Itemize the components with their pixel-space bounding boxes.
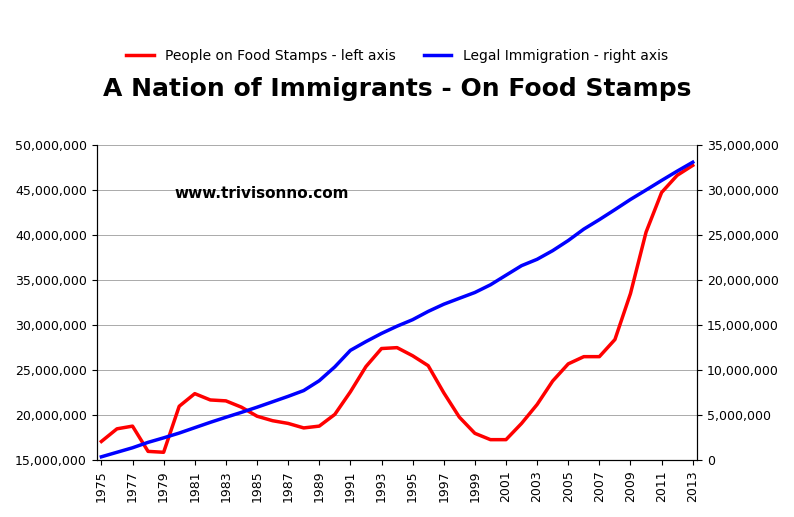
People on Food Stamps - left axis (299, 425, 308, 431)
People on Food Stamps - left axis (408, 353, 418, 359)
People on Food Stamps - left axis (143, 448, 152, 454)
People on Food Stamps - left axis (97, 438, 106, 445)
Legal Immigration - right axis (392, 323, 402, 329)
Legal Immigration - right axis (314, 377, 324, 384)
People on Food Stamps - left axis (268, 418, 277, 424)
People on Food Stamps - left axis (423, 362, 433, 369)
Legal Immigration - right axis (330, 364, 340, 370)
Legal Immigration - right axis (486, 282, 495, 288)
People on Food Stamps - left axis (548, 378, 557, 384)
People on Food Stamps - left axis (470, 430, 480, 436)
People on Food Stamps - left axis (112, 425, 121, 432)
People on Food Stamps - left axis (392, 344, 402, 351)
People on Food Stamps - left axis (610, 337, 619, 343)
People on Food Stamps - left axis (595, 354, 604, 360)
Legal Immigration - right axis (439, 301, 449, 307)
Legal Immigration - right axis (190, 424, 199, 431)
Legal Immigration - right axis (221, 414, 230, 420)
People on Food Stamps - left axis (221, 398, 230, 404)
Legal Immigration - right axis (112, 449, 121, 455)
People on Food Stamps - left axis (564, 361, 573, 367)
People on Food Stamps - left axis (376, 345, 386, 352)
Legal Immigration - right axis (657, 177, 666, 184)
People on Food Stamps - left axis (501, 436, 511, 443)
People on Food Stamps - left axis (688, 162, 697, 169)
Legal Immigration - right axis (252, 404, 262, 410)
Legal Immigration - right axis (299, 387, 308, 393)
Legal Immigration - right axis (642, 187, 651, 193)
Legal Immigration - right axis (206, 419, 215, 425)
People on Food Stamps - left axis (673, 172, 682, 178)
Legal Immigration - right axis (175, 430, 184, 436)
Line: People on Food Stamps - left axis: People on Food Stamps - left axis (102, 165, 692, 452)
People on Food Stamps - left axis (206, 397, 215, 403)
People on Food Stamps - left axis (626, 291, 635, 297)
Legal Immigration - right axis (470, 290, 480, 296)
Legal Immigration - right axis (268, 399, 277, 405)
People on Food Stamps - left axis (486, 436, 495, 443)
Legal Immigration - right axis (501, 272, 511, 278)
Legal Immigration - right axis (423, 308, 433, 314)
Legal Immigration - right axis (345, 347, 355, 354)
Legal Immigration - right axis (626, 196, 635, 203)
Legal Immigration - right axis (361, 339, 371, 345)
People on Food Stamps - left axis (237, 404, 246, 410)
People on Food Stamps - left axis (190, 390, 199, 397)
Legal Immigration - right axis (408, 316, 418, 323)
Legal Immigration - right axis (376, 330, 386, 337)
Text: www.trivisonno.com: www.trivisonno.com (175, 186, 349, 201)
People on Food Stamps - left axis (657, 189, 666, 195)
Legal Immigration - right axis (595, 217, 604, 223)
Legal Immigration - right axis (517, 263, 526, 269)
People on Food Stamps - left axis (314, 423, 324, 429)
Legal Immigration - right axis (673, 168, 682, 174)
People on Food Stamps - left axis (642, 229, 651, 235)
People on Food Stamps - left axis (454, 414, 464, 420)
People on Food Stamps - left axis (532, 401, 542, 407)
People on Food Stamps - left axis (128, 423, 137, 429)
Legal Immigration - right axis (579, 226, 588, 232)
Legal Immigration - right axis (237, 409, 246, 416)
Legal Immigration - right axis (532, 256, 542, 263)
People on Food Stamps - left axis (345, 389, 355, 395)
Legal Immigration - right axis (159, 435, 168, 441)
People on Food Stamps - left axis (283, 420, 293, 427)
Legal Immigration - right axis (97, 454, 106, 460)
People on Food Stamps - left axis (579, 354, 588, 360)
Legal Immigration - right axis (128, 445, 137, 451)
People on Food Stamps - left axis (175, 403, 184, 409)
People on Food Stamps - left axis (361, 363, 371, 370)
People on Food Stamps - left axis (517, 420, 526, 427)
People on Food Stamps - left axis (330, 412, 340, 418)
Legal Immigration - right axis (143, 439, 152, 446)
Legal Immigration - right axis (688, 159, 697, 165)
Legal Immigration - right axis (283, 393, 293, 400)
Legal Immigration - right axis (564, 237, 573, 244)
Legal Immigration - right axis (454, 295, 464, 301)
Line: Legal Immigration - right axis: Legal Immigration - right axis (102, 162, 692, 457)
People on Food Stamps - left axis (159, 449, 168, 455)
People on Food Stamps - left axis (252, 413, 262, 419)
Legal Immigration - right axis (548, 248, 557, 254)
Legal Immigration - right axis (610, 206, 619, 212)
Title: A Nation of Immigrants - On Food Stamps: A Nation of Immigrants - On Food Stamps (103, 77, 692, 101)
People on Food Stamps - left axis (439, 390, 449, 396)
Legend: People on Food Stamps - left axis, Legal Immigration - right axis: People on Food Stamps - left axis, Legal… (121, 43, 673, 68)
